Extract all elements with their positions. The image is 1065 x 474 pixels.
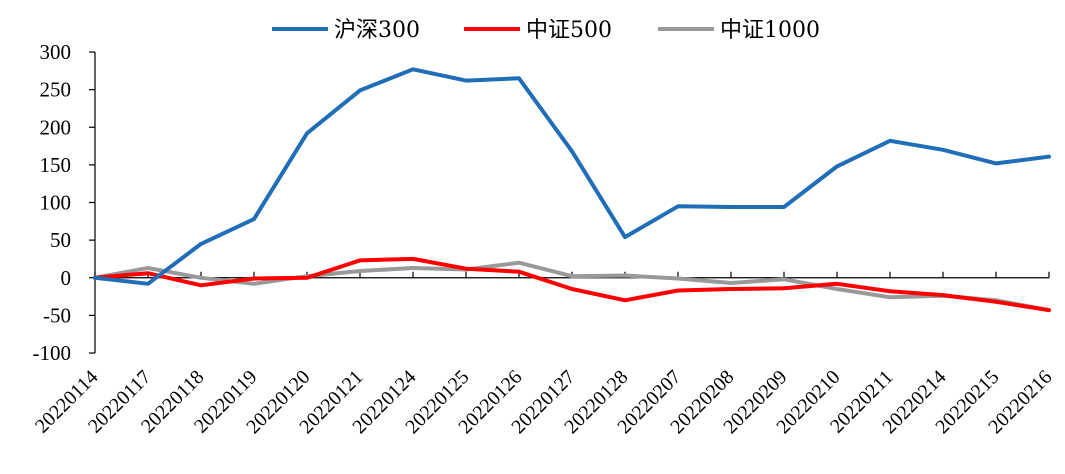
- chart-legend: 沪深300 中证500 中证1000: [272, 18, 820, 43]
- data-point: [517, 261, 521, 265]
- data-point: [464, 79, 468, 83]
- y-tick-label: 150: [40, 153, 72, 177]
- data-point: [93, 276, 97, 280]
- y-tick-label: 200: [40, 115, 72, 139]
- data-point: [358, 269, 362, 273]
- y-tick-label: -50: [43, 303, 71, 327]
- data-point: [676, 277, 680, 281]
- y-tick-label: 50: [50, 228, 71, 252]
- data-point: [411, 266, 415, 270]
- data-point: [517, 76, 521, 80]
- data-point: [570, 287, 574, 291]
- data-point: [199, 276, 203, 280]
- data-point: [464, 267, 468, 271]
- legend-item-2: 中证1000: [658, 18, 820, 43]
- data-point: [199, 283, 203, 287]
- data-point: [252, 277, 256, 281]
- data-point: [305, 276, 309, 280]
- data-point: [729, 281, 733, 285]
- legend-item-0: 沪深300: [272, 18, 420, 43]
- data-point: [994, 300, 998, 304]
- y-tick-label: 0: [61, 266, 72, 290]
- data-point: [146, 282, 150, 286]
- data-point: [570, 274, 574, 278]
- data-point: [782, 286, 786, 290]
- y-tick-label: -100: [33, 341, 72, 365]
- data-point: [888, 139, 892, 143]
- y-tick-label: 300: [40, 40, 72, 64]
- data-point: [835, 282, 839, 286]
- series-line-2: [93, 260, 1051, 313]
- data-point: [729, 287, 733, 291]
- data-point: [252, 217, 256, 221]
- legend-label: 中证500: [526, 18, 612, 43]
- data-point: [358, 258, 362, 262]
- data-point: [146, 266, 150, 270]
- y-axis: 300 250 200 150 100 50 0 -50 -100: [33, 40, 96, 365]
- data-point: [941, 148, 945, 152]
- data-point: [411, 257, 415, 261]
- series-line-0: [93, 67, 1051, 286]
- data-point: [835, 287, 839, 291]
- data-point: [623, 273, 627, 277]
- data-point: [1047, 308, 1051, 312]
- data-point: [941, 293, 945, 297]
- data-point: [729, 205, 733, 209]
- data-point: [517, 270, 521, 274]
- y-tick-label: 100: [40, 191, 72, 215]
- data-point: [1047, 155, 1051, 159]
- data-point: [146, 271, 150, 275]
- data-point: [305, 131, 309, 135]
- data-point: [676, 289, 680, 293]
- data-point: [888, 289, 892, 293]
- data-point: [888, 295, 892, 299]
- data-point: [782, 277, 786, 281]
- series-lines: [93, 67, 1051, 313]
- legend-item-1: 中证500: [464, 18, 612, 43]
- data-point: [782, 205, 786, 209]
- data-point: [835, 164, 839, 168]
- legend-label: 中证1000: [720, 18, 820, 43]
- data-point: [199, 242, 203, 246]
- data-point: [411, 67, 415, 71]
- data-point: [676, 204, 680, 208]
- y-tick-label: 250: [40, 78, 72, 102]
- data-point: [623, 298, 627, 302]
- data-point: [252, 282, 256, 286]
- data-point: [994, 161, 998, 165]
- data-point: [358, 88, 362, 92]
- data-point: [570, 149, 574, 153]
- data-point: [623, 235, 627, 239]
- series-line-1: [93, 256, 1051, 313]
- legend-label: 沪深300: [334, 18, 420, 43]
